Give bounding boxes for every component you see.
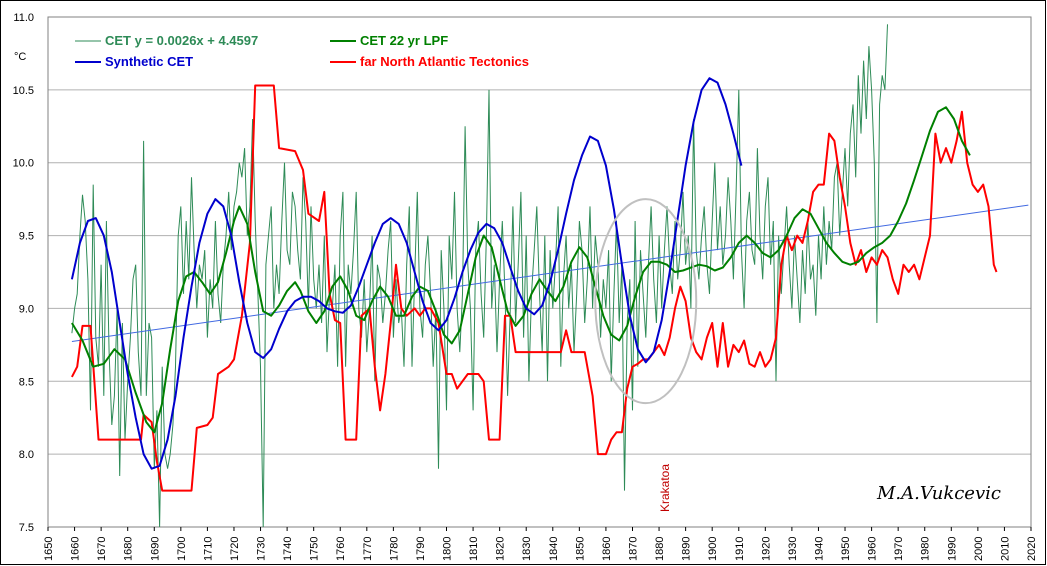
trendline bbox=[71, 204, 1029, 342]
x-axis-ticks: 1650 1660 1670 1680 1690 1700 1710 1720 1730 1740… bbox=[43, 527, 1038, 561]
x-tick-label: 1850 bbox=[574, 537, 586, 561]
x-tick-label: 1680 bbox=[123, 537, 135, 561]
krakatoa-annotation: Krakatoa bbox=[658, 464, 672, 512]
x-tick-label: 1930 bbox=[787, 537, 799, 561]
x-tick-label: 1750 bbox=[309, 537, 321, 561]
x-tick-label: 1720 bbox=[229, 537, 241, 561]
x-tick-label: 1810 bbox=[468, 537, 480, 561]
x-tick-label: 2010 bbox=[999, 537, 1011, 561]
x-tick-label: 1730 bbox=[256, 537, 268, 561]
y-tick-label: 8.0 bbox=[19, 449, 34, 461]
series-cet-lpf-line bbox=[71, 106, 971, 434]
legend-label: CET 22 yr LPF bbox=[360, 33, 448, 48]
x-tick-label: 1910 bbox=[734, 537, 746, 561]
x-tick-label: 1900 bbox=[707, 537, 719, 561]
author-signature: M.A.Vukcevic bbox=[876, 483, 1001, 504]
legend: CET y = 0.0026x + 4.4597 CET 22 yr LPF Syn… bbox=[75, 33, 529, 69]
x-tick-label: 1740 bbox=[282, 537, 294, 561]
x-tick-label: 1690 bbox=[149, 537, 161, 561]
series-synthetic-line bbox=[70, 77, 743, 470]
plot-frame bbox=[47, 16, 1032, 528]
x-tick-label: 1780 bbox=[388, 537, 400, 561]
y-axis-ticks: 7.5 8.0 8.5 9.0 9.5 10.0 10.5 11.0 bbox=[13, 12, 34, 534]
x-tick-label: 1870 bbox=[627, 537, 639, 561]
x-tick-label: 1890 bbox=[681, 537, 693, 561]
y-tick-label: 10.5 bbox=[13, 85, 34, 97]
highlight-circle bbox=[594, 198, 698, 405]
y-tick-label: 7.5 bbox=[19, 522, 34, 534]
y-tick-label: 9.0 bbox=[19, 303, 34, 315]
y-tick-label: 8.5 bbox=[19, 376, 34, 388]
x-tick-label: 1800 bbox=[442, 537, 454, 561]
legend-label: far North Atlantic Tectonics bbox=[360, 54, 529, 69]
x-tick-label: 1700 bbox=[176, 537, 188, 561]
x-tick-label: 1830 bbox=[521, 537, 533, 561]
x-tick-label: 1760 bbox=[335, 537, 347, 561]
x-tick-label: 1920 bbox=[760, 537, 772, 561]
y-axis-label: °C bbox=[14, 51, 26, 63]
legend-label: CET y = 0.0026x + 4.4597 bbox=[105, 33, 258, 48]
x-tick-label: 1650 bbox=[43, 537, 55, 561]
x-tick-label: 1660 bbox=[70, 537, 82, 561]
x-tick-label: 1990 bbox=[946, 537, 958, 561]
x-tick-label: 1670 bbox=[96, 537, 108, 561]
x-tick-label: 1770 bbox=[362, 537, 374, 561]
x-tick-label: 1940 bbox=[813, 537, 825, 561]
x-tick-label: 2020 bbox=[1026, 537, 1038, 561]
y-tick-label: 10.0 bbox=[13, 158, 34, 170]
x-tick-label: 1880 bbox=[654, 537, 666, 561]
series-tectonics-line bbox=[71, 84, 998, 492]
x-tick-label: 1970 bbox=[893, 537, 905, 561]
x-tick-label: 1860 bbox=[601, 537, 613, 561]
x-tick-label: 1790 bbox=[415, 537, 427, 561]
x-tick-label: 1950 bbox=[840, 537, 852, 561]
x-tick-label: 1820 bbox=[495, 537, 507, 561]
x-tick-label: 1710 bbox=[202, 537, 214, 561]
y-tick-label: 11.0 bbox=[13, 12, 34, 24]
x-tick-label: 1980 bbox=[920, 537, 932, 561]
legend-label: Synthetic CET bbox=[105, 54, 193, 69]
x-tick-label: 1960 bbox=[867, 537, 879, 561]
y-tick-label: 9.5 bbox=[19, 231, 34, 243]
series-layer bbox=[70, 24, 1029, 528]
x-tick-label: 1840 bbox=[548, 537, 560, 561]
x-tick-label: 2000 bbox=[973, 537, 985, 561]
